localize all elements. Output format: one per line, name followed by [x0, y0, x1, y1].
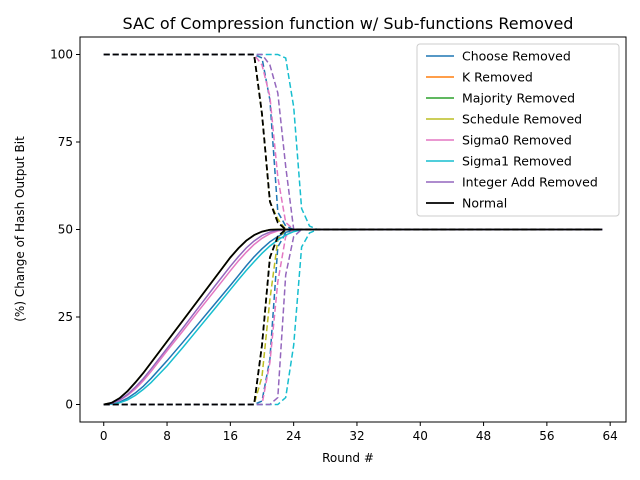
y-axis-label: (%) Change of Hash Output Bit: [13, 136, 27, 322]
y-tick-label: 25: [58, 310, 73, 324]
series-layer: [103, 53, 603, 406]
x-tick-label: 0: [100, 429, 108, 443]
chart-title: SAC of Compression function w/ Sub-funct…: [123, 14, 574, 33]
series-line-solid-7: [103, 228, 603, 406]
series-line-upper-dashed-7: [103, 53, 603, 231]
x-tick-label: 16: [223, 429, 238, 443]
series-line-lower-dashed-5: [103, 228, 603, 406]
y-axis: 0 25 50 75 100: [50, 48, 80, 412]
x-tick-label: 48: [476, 429, 491, 443]
series-line-lower-dashed-1: [103, 228, 603, 406]
series-line-lower-dashed-0: [103, 228, 603, 406]
x-tick-label: 56: [539, 429, 554, 443]
legend-label-0: Choose Removed: [462, 49, 571, 64]
x-tick-label: 64: [603, 429, 618, 443]
series-line-solid-3: [103, 228, 603, 406]
y-tick-label: 100: [50, 48, 73, 62]
series-line-solid-0: [103, 228, 603, 406]
x-axis-label: Round #: [322, 451, 374, 465]
legend-label-1: K Removed: [462, 70, 533, 85]
legend: Choose Removed K Removed Majority Removed S…: [416, 43, 620, 217]
x-axis: 0 8 16 24 32 40 48 56 64: [100, 422, 618, 443]
y-tick-label: 50: [58, 223, 73, 237]
series-line-lower-dashed-6: [103, 228, 603, 406]
series-line-solid-5: [103, 228, 603, 406]
legend-label-7: Normal: [462, 196, 507, 211]
series-line-solid-6: [103, 228, 603, 406]
series-line-lower-dashed-7: [103, 228, 603, 406]
x-tick-label: 32: [349, 429, 364, 443]
x-tick-label: 40: [413, 429, 428, 443]
legend-box: [416, 43, 620, 217]
y-tick-label: 75: [58, 135, 73, 149]
series-line-solid-1: [103, 228, 603, 406]
legend-label-2: Majority Removed: [462, 91, 575, 106]
series-line-solid-4: [103, 228, 603, 406]
series-line-lower-dashed-4: [103, 228, 603, 406]
series-line-lower-dashed-2: [103, 228, 603, 406]
x-tick-label: 24: [286, 429, 301, 443]
series-line-upper-dashed-4: [103, 53, 603, 231]
legend-label-4: Sigma0 Removed: [462, 133, 572, 148]
legend-label-3: Schedule Removed: [462, 112, 582, 127]
series-line-solid-2: [103, 228, 603, 406]
y-tick-label: 0: [65, 398, 73, 412]
x-tick-label: 8: [163, 429, 171, 443]
legend-label-5: Sigma1 Removed: [462, 154, 572, 169]
series-line-lower-dashed-3: [103, 228, 603, 406]
legend-label-6: Integer Add Removed: [462, 175, 598, 190]
